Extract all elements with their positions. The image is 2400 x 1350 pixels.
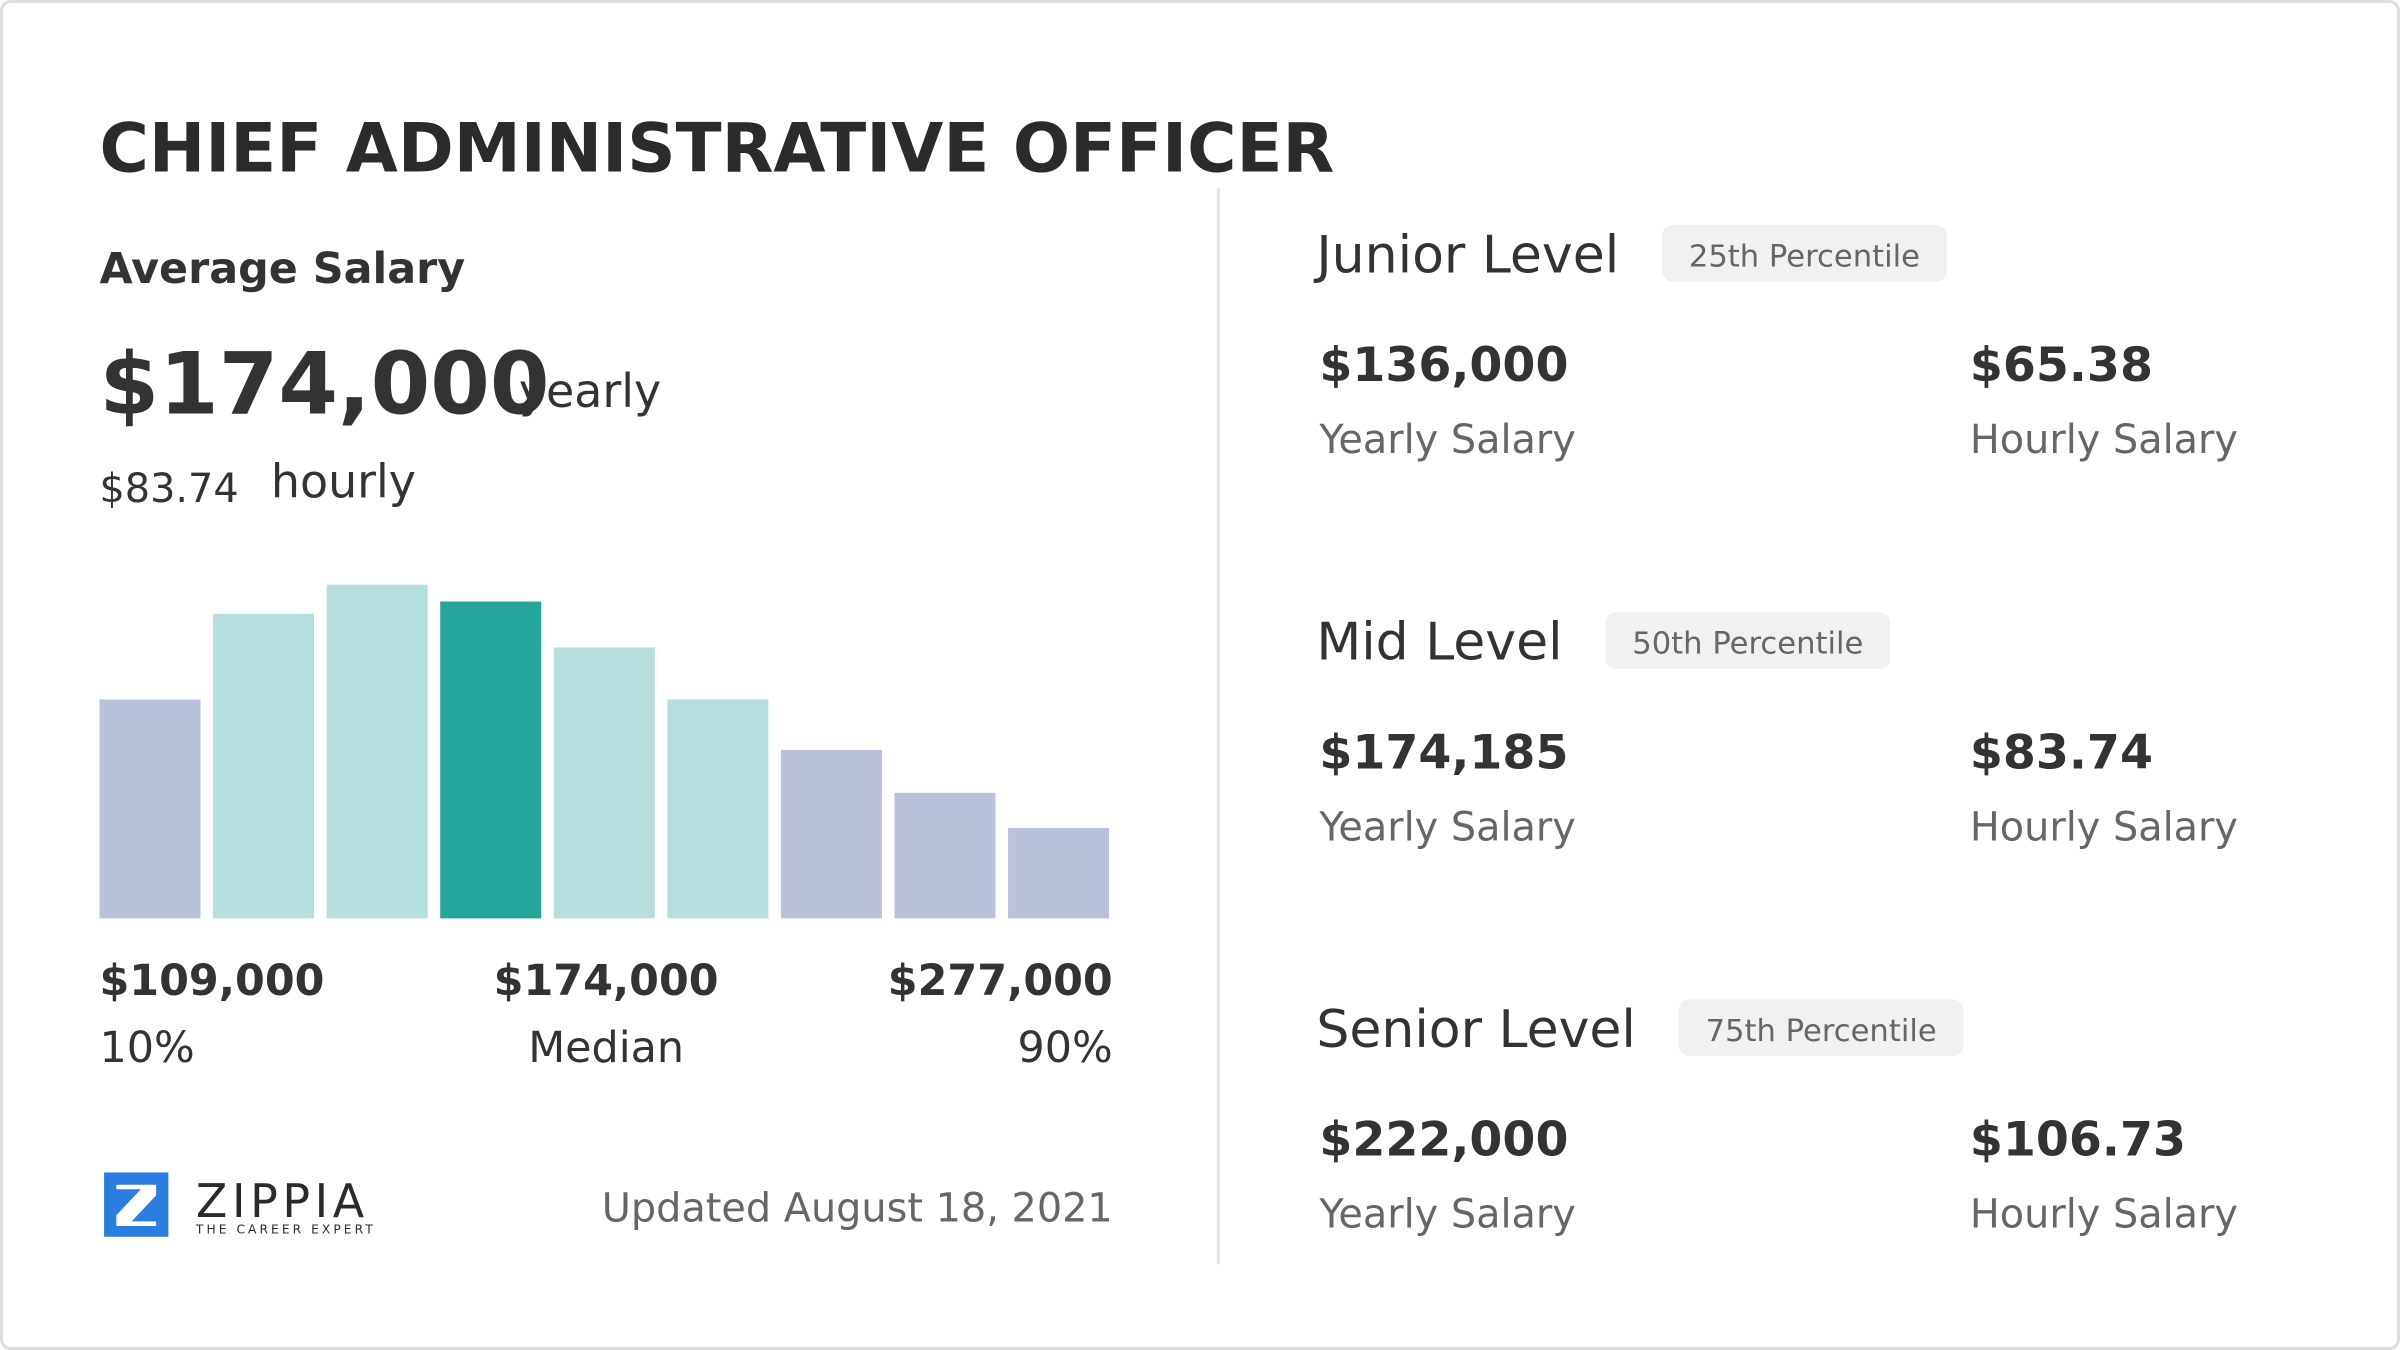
yearly-value: $174,185	[1319, 725, 1568, 780]
bar	[894, 792, 996, 919]
bar	[99, 699, 201, 919]
hourly-label: Hourly Salary	[1970, 1192, 2238, 1238]
hourly-label: Hourly Salary	[1970, 804, 2238, 850]
percentile-badge	[1662, 225, 1947, 282]
bar	[553, 647, 655, 919]
yearly-value: $136,000	[1319, 338, 1568, 393]
percentile: 75th Percentile	[1706, 1014, 1937, 1049]
title: CHIEF ADMINISTRATIVE OFFICER	[99, 108, 1334, 187]
bar	[213, 613, 315, 919]
average-label: Average Salary	[99, 244, 465, 294]
yearly-value: $222,000	[1319, 1113, 1568, 1168]
hourly-value: $65.38	[1970, 338, 2153, 393]
yearly-unit: yearly	[519, 364, 661, 418]
logo-tagline: THE CAREER EXPERT	[195, 1223, 376, 1237]
level-name: Mid Level	[1316, 613, 1562, 673]
average-yearly: $174,000	[99, 334, 549, 434]
hourly-value: $83.74	[1970, 725, 2153, 780]
level-name: Senior Level	[1316, 1000, 1636, 1060]
bar	[780, 750, 882, 919]
range-low-label: 10%	[99, 1023, 194, 1073]
level-name: Junior Level	[1313, 225, 1619, 285]
yearly-label: Yearly Salary	[1318, 1192, 1575, 1238]
levels: Junior Level 25th Percentile $136,000 Yearl…	[1313, 225, 2238, 1238]
bar	[326, 584, 428, 919]
bar	[1008, 828, 1110, 919]
histogram	[99, 584, 1110, 919]
logo-icon	[104, 1172, 169, 1237]
range-high: $277,000	[888, 956, 1113, 1006]
average-hourly: $83.74	[99, 466, 238, 512]
updated: Updated August 18, 2021	[602, 1185, 1113, 1231]
hourly-label: Hourly Salary	[1970, 417, 2238, 463]
range-high-label: 90%	[1018, 1023, 1113, 1073]
logo-name: ZIPPIA	[196, 1174, 369, 1228]
hourly-value: $106.73	[1970, 1113, 2186, 1168]
percentile-badge	[1678, 999, 1964, 1057]
yearly-label: Yearly Salary	[1318, 804, 1575, 850]
yearly-label: Yearly Salary	[1318, 417, 1575, 463]
bar	[440, 601, 542, 919]
percentile: 50th Percentile	[1632, 627, 1863, 662]
range-low: $109,000	[99, 956, 324, 1006]
range-median-label: Median	[528, 1023, 684, 1073]
bar	[667, 699, 769, 919]
range-median: $174,000	[494, 956, 719, 1006]
percentile-badge	[1605, 612, 1891, 669]
hourly-unit: hourly	[271, 454, 416, 508]
percentile: 25th Percentile	[1689, 239, 1920, 274]
